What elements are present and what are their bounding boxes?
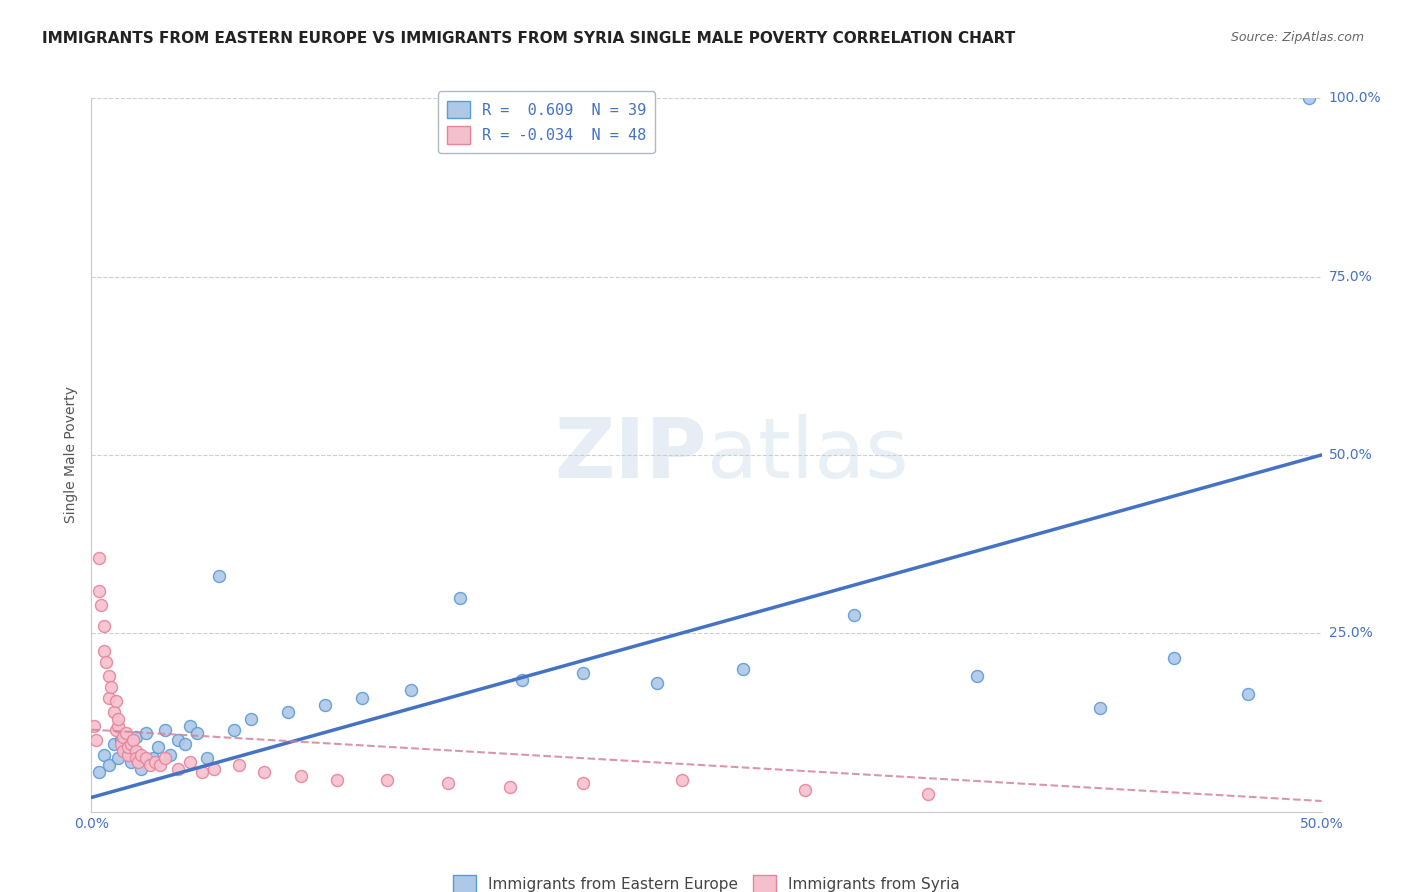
Text: ZIP: ZIP: [554, 415, 706, 495]
Point: [87, 765, 110, 780]
Point: [202, 762, 225, 776]
Point: [510, 673, 533, 687]
Point: [1163, 651, 1185, 665]
Y-axis label: Single Male Poverty: Single Male Poverty: [65, 386, 79, 524]
Point: [645, 676, 669, 690]
Point: [153, 751, 177, 765]
Point: [208, 569, 231, 583]
Point: [671, 772, 693, 787]
Point: [87, 551, 110, 566]
Point: [110, 733, 132, 747]
Point: [326, 772, 349, 787]
Point: [105, 723, 127, 737]
Point: [195, 751, 218, 765]
Point: [87, 583, 110, 598]
Point: [222, 723, 246, 737]
Point: [93, 747, 115, 762]
Point: [149, 758, 172, 772]
Point: [449, 591, 471, 605]
Point: [153, 723, 177, 737]
Point: [352, 690, 374, 705]
Point: [166, 762, 188, 776]
Text: 50.0%: 50.0%: [1329, 448, 1372, 462]
Point: [437, 776, 460, 790]
Point: [572, 776, 595, 790]
Point: [100, 680, 122, 694]
Point: [83, 719, 105, 733]
Point: [124, 751, 146, 765]
Point: [375, 772, 398, 787]
Point: [240, 712, 263, 726]
Point: [159, 747, 181, 762]
Point: [105, 694, 127, 708]
Point: [228, 758, 250, 772]
Point: [124, 744, 146, 758]
Point: [793, 783, 815, 797]
Point: [1237, 687, 1260, 701]
Legend: Immigrants from Eastern Europe, Immigrants from Syria: Immigrants from Eastern Europe, Immigran…: [447, 870, 966, 892]
Point: [191, 765, 214, 780]
Point: [129, 747, 152, 762]
Point: [572, 665, 595, 680]
Point: [107, 751, 129, 765]
Point: [114, 744, 138, 758]
Point: [174, 737, 197, 751]
Point: [117, 740, 139, 755]
Point: [120, 755, 142, 769]
Point: [107, 712, 129, 726]
Point: [107, 719, 129, 733]
Point: [97, 669, 120, 683]
Point: [135, 726, 156, 740]
Point: [139, 758, 162, 772]
Point: [86, 733, 108, 747]
Point: [129, 762, 152, 776]
Point: [117, 740, 139, 755]
Point: [399, 683, 422, 698]
Point: [112, 744, 135, 758]
Point: [290, 769, 312, 783]
Text: Source: ZipAtlas.com: Source: ZipAtlas.com: [1230, 31, 1364, 45]
Point: [1088, 701, 1111, 715]
Point: [179, 719, 201, 733]
Point: [146, 740, 169, 755]
Point: [179, 755, 201, 769]
Point: [112, 730, 135, 744]
Point: [253, 765, 276, 780]
Point: [733, 662, 755, 676]
Point: [117, 747, 139, 762]
Point: [93, 644, 115, 658]
Point: [277, 705, 299, 719]
Point: [1298, 91, 1320, 105]
Point: [114, 726, 138, 740]
Point: [103, 705, 125, 719]
Point: [966, 669, 988, 683]
Point: [103, 737, 125, 751]
Point: [498, 780, 520, 794]
Point: [122, 733, 145, 747]
Text: 25.0%: 25.0%: [1329, 626, 1372, 640]
Point: [842, 608, 865, 623]
Point: [145, 755, 166, 769]
Point: [120, 737, 142, 751]
Point: [127, 755, 149, 769]
Point: [110, 737, 132, 751]
Point: [90, 598, 112, 612]
Text: 75.0%: 75.0%: [1329, 269, 1372, 284]
Point: [166, 733, 188, 747]
Text: IMMIGRANTS FROM EASTERN EUROPE VS IMMIGRANTS FROM SYRIA SINGLE MALE POVERTY CORR: IMMIGRANTS FROM EASTERN EUROPE VS IMMIGR…: [42, 31, 1015, 46]
Point: [142, 751, 165, 765]
Point: [97, 758, 120, 772]
Point: [124, 730, 146, 744]
Point: [97, 690, 120, 705]
Point: [96, 655, 117, 669]
Point: [135, 751, 156, 765]
Text: atlas: atlas: [706, 415, 908, 495]
Point: [314, 698, 336, 712]
Text: 100.0%: 100.0%: [1329, 91, 1381, 105]
Point: [93, 619, 115, 633]
Point: [917, 787, 939, 801]
Point: [186, 726, 208, 740]
